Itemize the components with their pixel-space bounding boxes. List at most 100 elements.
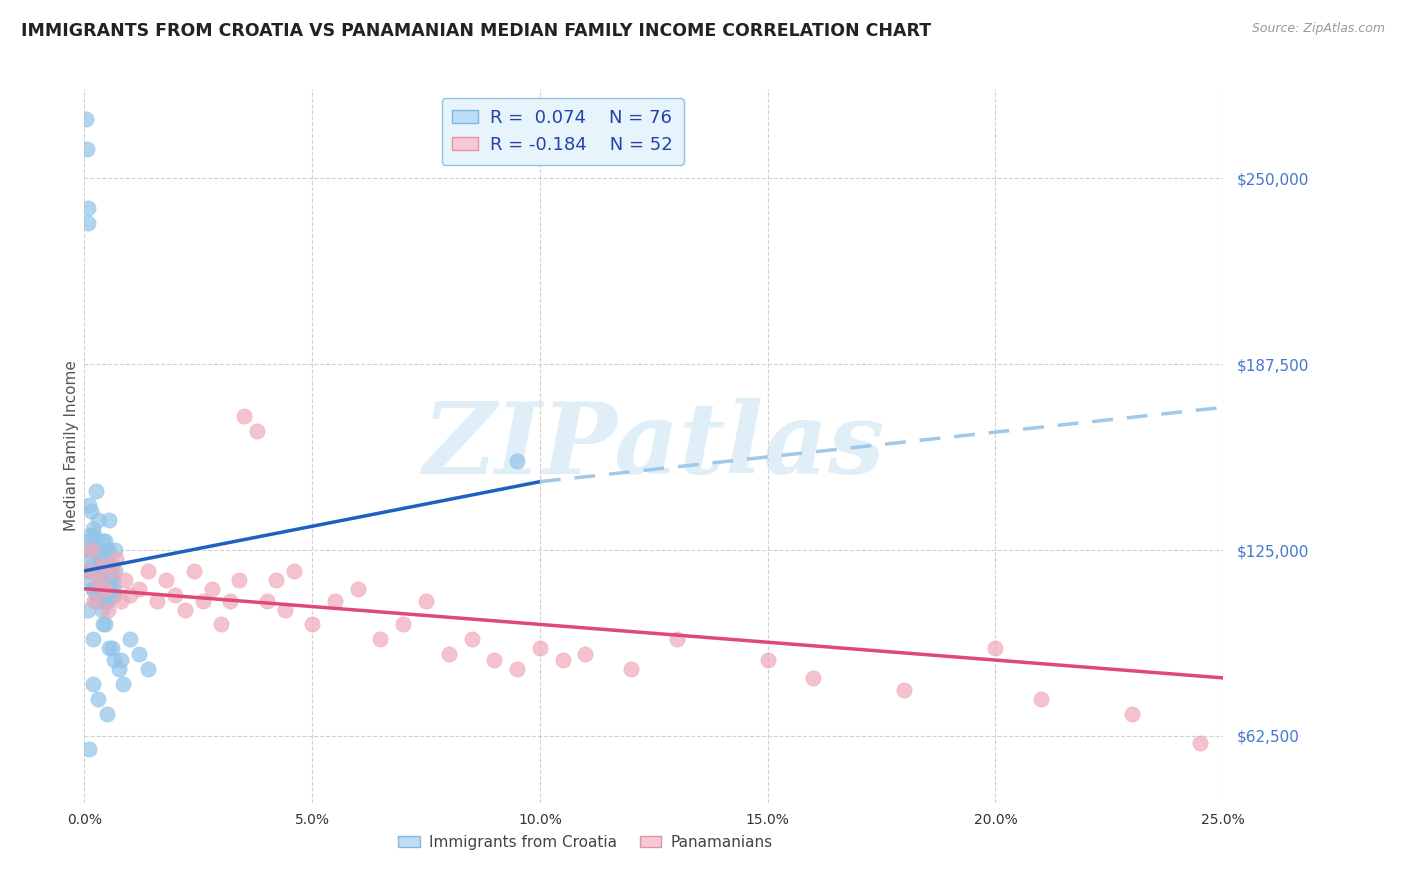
Point bbox=[165, 588, 187, 602]
Point bbox=[183, 564, 205, 578]
Point bbox=[112, 677, 135, 691]
Point bbox=[155, 573, 177, 587]
Point bbox=[91, 617, 114, 632]
Point bbox=[100, 573, 122, 587]
Point bbox=[91, 588, 114, 602]
Point bbox=[96, 573, 118, 587]
Point bbox=[191, 593, 214, 607]
Point bbox=[256, 593, 278, 607]
Point bbox=[801, 671, 824, 685]
Point bbox=[94, 534, 117, 549]
Point bbox=[82, 582, 104, 596]
Point bbox=[460, 632, 482, 647]
Legend: Immigrants from Croatia, Panamanians: Immigrants from Croatia, Panamanians bbox=[392, 829, 779, 855]
Point bbox=[86, 564, 108, 578]
Point bbox=[96, 593, 118, 607]
Point bbox=[82, 632, 104, 647]
Point bbox=[87, 691, 110, 706]
Point bbox=[105, 552, 128, 566]
Point bbox=[76, 543, 98, 558]
Point bbox=[87, 564, 110, 578]
Point bbox=[274, 602, 297, 616]
Point bbox=[90, 573, 112, 587]
Point bbox=[79, 573, 101, 587]
Point bbox=[101, 588, 124, 602]
Point bbox=[574, 647, 596, 661]
Point bbox=[128, 647, 150, 661]
Point bbox=[80, 528, 103, 542]
Point bbox=[98, 641, 121, 656]
Point bbox=[77, 602, 100, 616]
Point bbox=[529, 641, 551, 656]
Point bbox=[136, 564, 159, 578]
Point bbox=[82, 677, 104, 691]
Point bbox=[77, 564, 100, 578]
Point bbox=[94, 593, 117, 607]
Point bbox=[90, 558, 112, 572]
Point bbox=[301, 617, 323, 632]
Point bbox=[346, 582, 368, 596]
Point bbox=[89, 552, 111, 566]
Point bbox=[100, 564, 122, 578]
Point bbox=[506, 662, 529, 676]
Point bbox=[82, 558, 104, 572]
Point bbox=[79, 564, 101, 578]
Point bbox=[77, 216, 100, 230]
Point bbox=[392, 617, 415, 632]
Point bbox=[103, 582, 125, 596]
Point bbox=[94, 582, 117, 596]
Point bbox=[93, 534, 115, 549]
Y-axis label: Median Family Income: Median Family Income bbox=[63, 360, 79, 532]
Point bbox=[97, 543, 120, 558]
Point bbox=[100, 582, 122, 596]
Point bbox=[94, 617, 117, 632]
Point bbox=[118, 632, 141, 647]
Point bbox=[551, 653, 574, 667]
Point bbox=[84, 582, 107, 596]
Point bbox=[110, 653, 132, 667]
Point bbox=[83, 543, 105, 558]
Point bbox=[506, 454, 529, 468]
Point bbox=[173, 602, 195, 616]
Point bbox=[484, 653, 506, 667]
Point bbox=[96, 706, 118, 721]
Point bbox=[80, 543, 103, 558]
Point bbox=[665, 632, 688, 647]
Text: Source: ZipAtlas.com: Source: ZipAtlas.com bbox=[1251, 22, 1385, 36]
Point bbox=[76, 552, 98, 566]
Point bbox=[1121, 706, 1143, 721]
Point bbox=[98, 513, 121, 527]
Point bbox=[87, 513, 110, 527]
Point bbox=[107, 662, 129, 676]
Point bbox=[323, 593, 346, 607]
Point bbox=[128, 582, 150, 596]
Point bbox=[893, 682, 915, 697]
Point bbox=[82, 582, 104, 596]
Point bbox=[80, 543, 103, 558]
Point bbox=[201, 582, 224, 596]
Point bbox=[146, 593, 169, 607]
Point bbox=[104, 543, 127, 558]
Point bbox=[77, 564, 100, 578]
Point bbox=[82, 522, 104, 536]
Point bbox=[118, 588, 141, 602]
Point bbox=[75, 112, 97, 126]
Point bbox=[97, 602, 120, 616]
Point bbox=[83, 593, 105, 607]
Point bbox=[283, 564, 305, 578]
Point bbox=[87, 564, 110, 578]
Point bbox=[100, 558, 122, 572]
Point bbox=[87, 573, 110, 587]
Point bbox=[83, 528, 105, 542]
Point bbox=[80, 504, 103, 518]
Text: ZIPatlas: ZIPatlas bbox=[423, 398, 884, 494]
Point bbox=[103, 653, 125, 667]
Text: IMMIGRANTS FROM CROATIA VS PANAMANIAN MEDIAN FAMILY INCOME CORRELATION CHART: IMMIGRANTS FROM CROATIA VS PANAMANIAN ME… bbox=[21, 22, 931, 40]
Point bbox=[77, 534, 100, 549]
Point bbox=[100, 641, 122, 656]
Point bbox=[76, 142, 98, 156]
Point bbox=[136, 662, 159, 676]
Point bbox=[103, 588, 125, 602]
Point bbox=[89, 552, 111, 566]
Point bbox=[1029, 691, 1052, 706]
